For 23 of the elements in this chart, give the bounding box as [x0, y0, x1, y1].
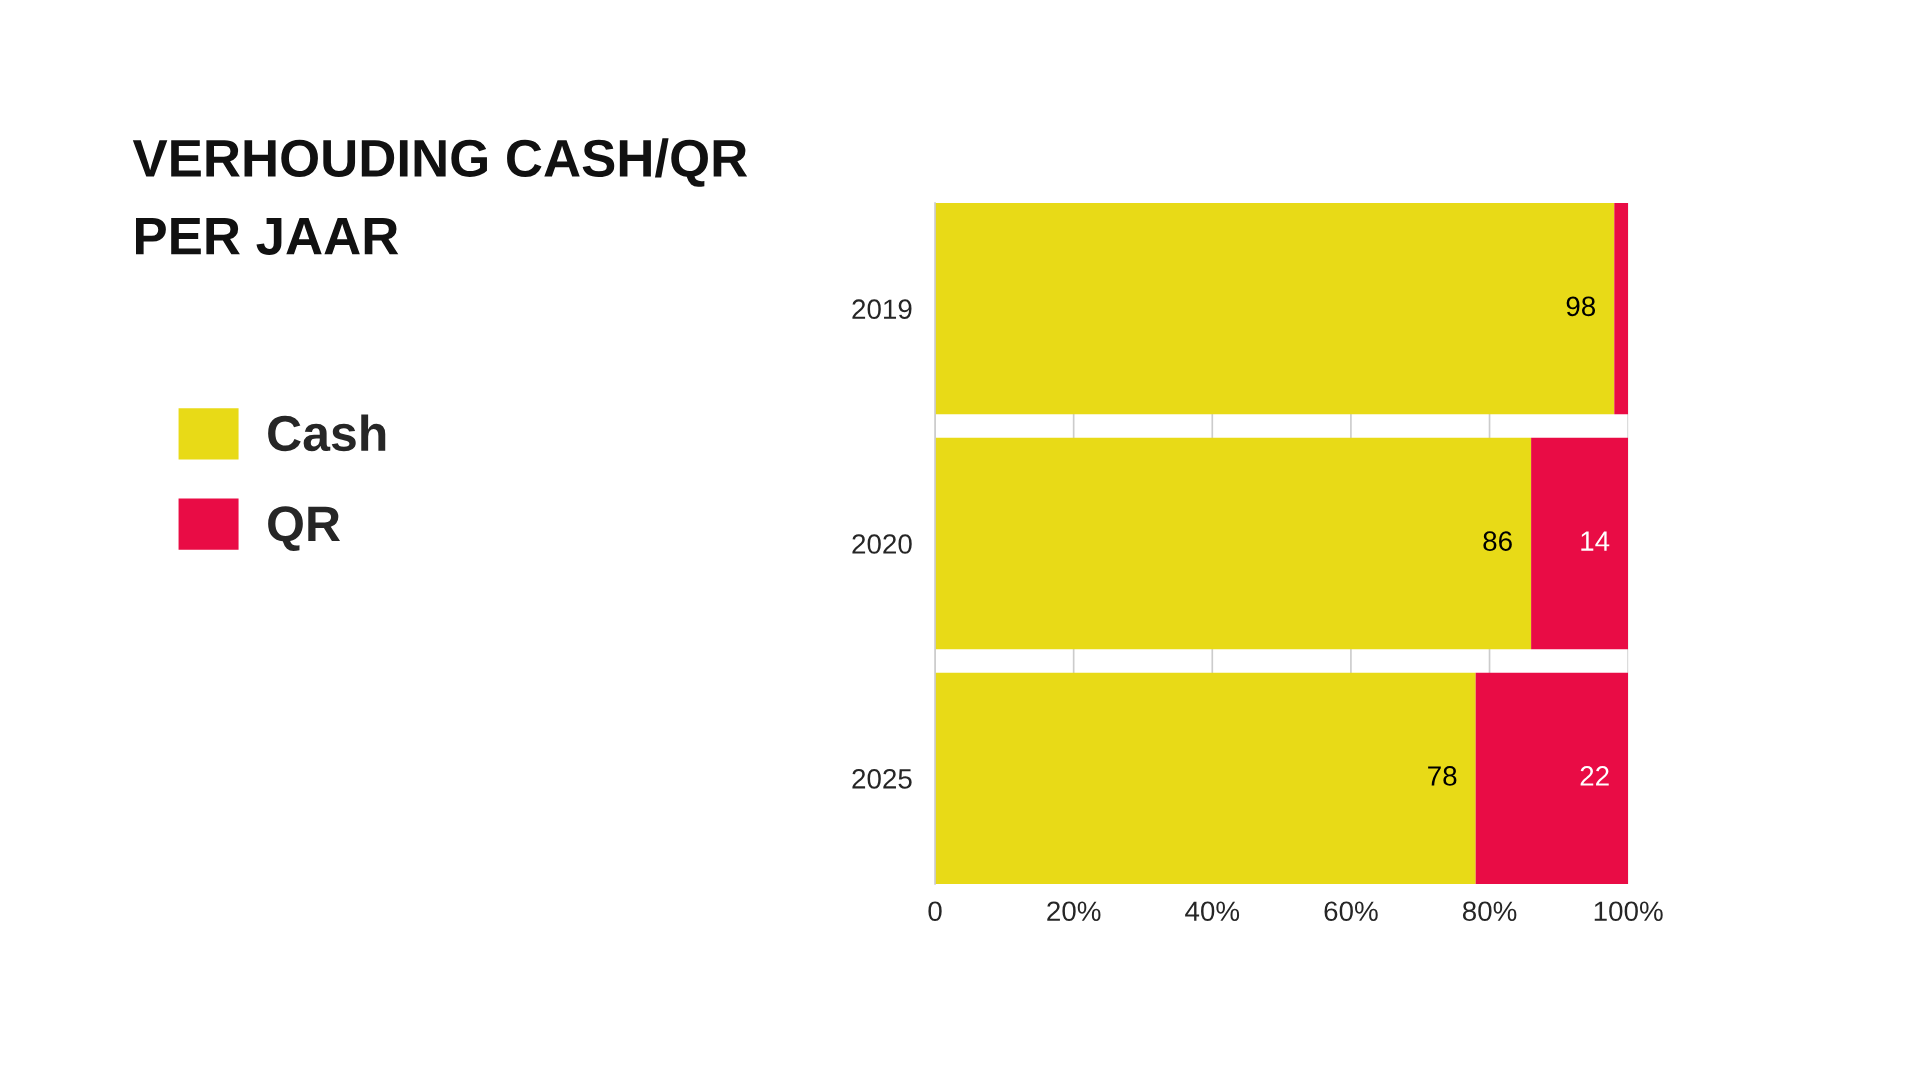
text: VERHOUDING CASH/QR PER JAAR — [132, 138, 748, 255]
bar — [935, 672, 1476, 884]
data-label: 78 — [1428, 766, 1457, 786]
data-label: 22 — [1580, 766, 1609, 786]
bar — [935, 437, 1532, 650]
legend-label: QR — [268, 506, 341, 551]
bar — [1475, 672, 1629, 884]
x-tick-label: 40% — [1185, 901, 1240, 922]
legend-label: Cash — [268, 414, 386, 452]
y-tick-label: 2020 — [852, 534, 912, 554]
x-tick-label: 100% — [1594, 901, 1663, 922]
x-tick-label: 80% — [1462, 901, 1517, 922]
x-tick-label: 60% — [1324, 901, 1378, 922]
bar — [1531, 437, 1629, 650]
data-label: 98 — [1566, 296, 1596, 317]
x-tick-label: 20% — [1047, 901, 1101, 922]
bar — [935, 203, 1615, 415]
y-tick-label: 2019 — [852, 299, 912, 320]
x-tick-label: 0 — [928, 901, 942, 922]
y-tick-label: 2025 — [852, 768, 912, 789]
data-label: 14 — [1581, 531, 1610, 551]
data-label: 86 — [1483, 531, 1512, 551]
bar — [1614, 203, 1629, 415]
